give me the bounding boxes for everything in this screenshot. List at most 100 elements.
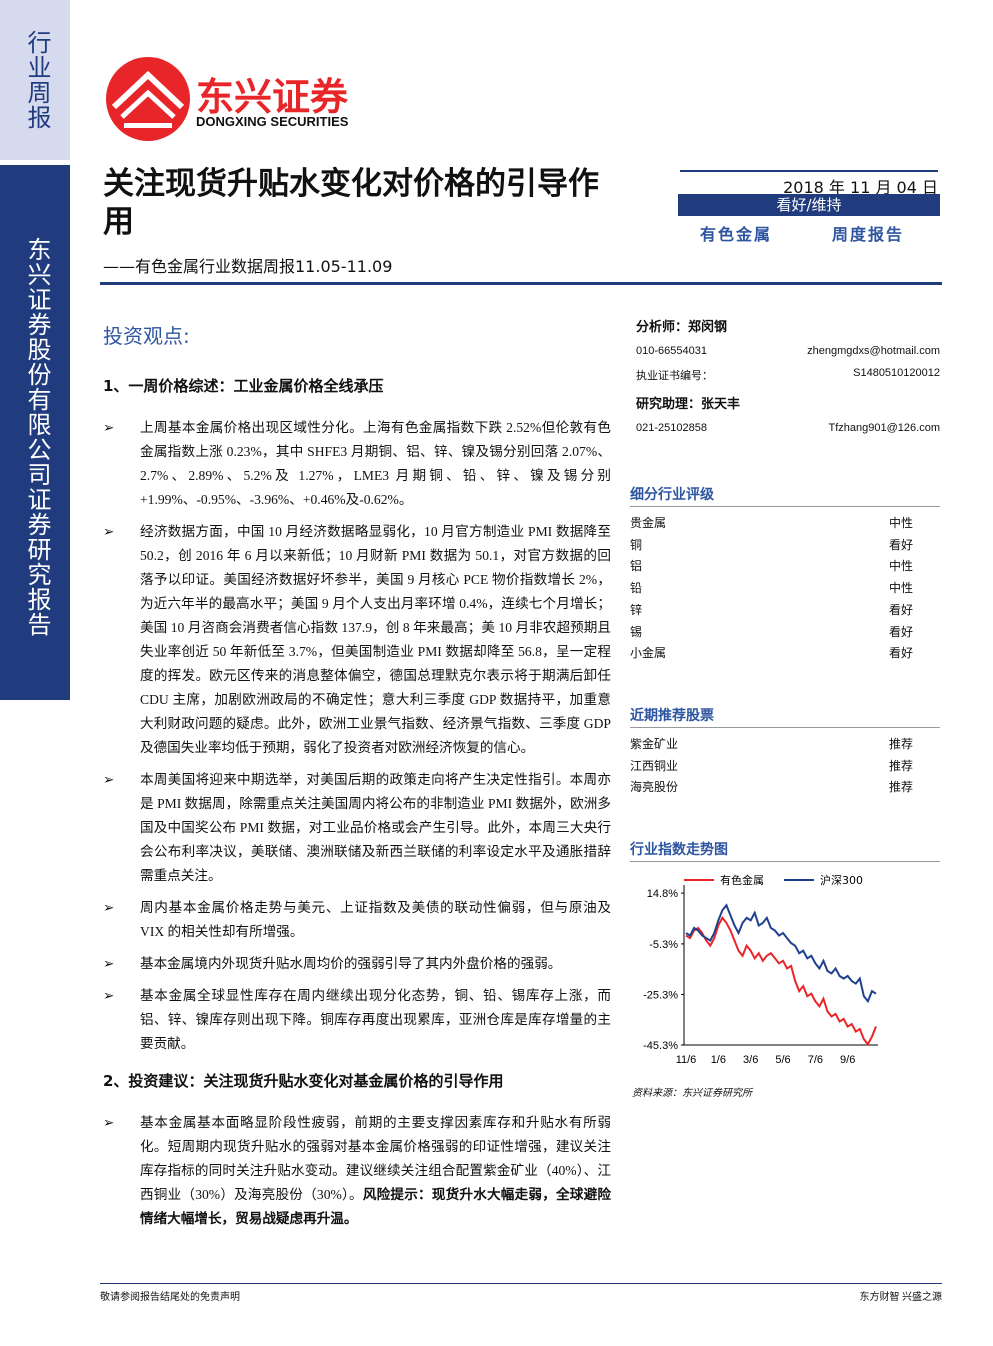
table-row: 小金属 看好	[630, 643, 940, 665]
section: 2、投资建议：关注现货升贴水变化对基金属价格的引导作用 ➢ 基本金属基本面略显阶段性…	[103, 1070, 611, 1231]
y-tick-label: 14.8%	[647, 888, 678, 900]
rating: 看好/维持	[678, 194, 940, 216]
row-label: 铝	[630, 559, 643, 574]
x-tick-label: 9/6	[840, 1054, 855, 1066]
report-title: 关注现货升贴水变化对价格的引导作用	[103, 166, 599, 240]
side-column: 分析师：郑闵钢 010-66554031 zhengmgdxs@hotmail.co…	[630, 316, 940, 868]
logo-english: DONGXING SECURITIES	[196, 114, 349, 129]
phone: 021-25102858	[636, 422, 707, 434]
row-label: 铜	[630, 537, 643, 552]
bullet: ➢ 上周基本金属价格出现区域性分化。上海有色金属指数下跌 2.52%但伦敦有色金属…	[103, 416, 611, 512]
table-row: 锌 看好	[630, 600, 940, 622]
analyst-name: 分析师：郑闵钢	[636, 320, 728, 335]
bullet-marker: ➢	[103, 420, 115, 435]
report-date: 2018 年 11 月 04 日	[680, 170, 938, 198]
table-row: 铜 看好	[630, 535, 940, 557]
bullet-text: 周内基本金属价格走势与美元、上证指数及美债的联动性偏弱，但与原油及 VIX 的相…	[140, 900, 611, 939]
row-label: 小金属	[630, 646, 667, 661]
row-label: 锡	[630, 624, 643, 639]
bullet: ➢ 基本金属境内外现货升贴水周均价的强弱引导了其内外盘价格的强弱。	[103, 952, 611, 976]
slogan: 东方财智 兴盛之源	[859, 1292, 943, 1303]
bullet-marker: ➢	[103, 524, 115, 539]
report-type: 周度报告	[832, 225, 905, 244]
report-kind: 行业周报	[23, 30, 51, 130]
sector: 有色金属	[700, 225, 773, 244]
bullet: ➢ 基本金属全球显性库存在周内继续出现分化态势，铜、铅、锡库存上涨，而铝、锌、镍库…	[103, 984, 611, 1056]
table-row: 锡 看好	[630, 622, 940, 644]
logo-name: 东兴证券	[196, 75, 349, 119]
row-label: 锌	[630, 602, 643, 617]
row-label: 贵金属	[630, 516, 667, 530]
phone: 010-66554031	[636, 345, 707, 357]
bullet-text: 基本金属基本面略显阶段性疲弱，前期的主要支撑因素库存和升贴水有所弱化。短周期内现…	[140, 1115, 611, 1202]
row-label: 海亮股份	[630, 780, 679, 795]
row-label: 江西铜业	[630, 758, 679, 773]
license-label: 执业证书编号：	[636, 370, 713, 382]
x-tick-label: 7/6	[808, 1054, 823, 1066]
company-note: 东兴证券股份有限公司证券研究报告	[23, 237, 51, 637]
row-value: 看好	[888, 624, 913, 639]
y-tick-label: -25.3%	[643, 989, 678, 1001]
row-value: 中性	[888, 581, 913, 596]
footer: 敬请参阅报告结尾处的免责声明 东方财智 兴盛之源	[100, 1283, 942, 1303]
logo-icon	[106, 57, 190, 141]
y-tick-label: -45.3%	[643, 1040, 678, 1052]
row-label: 紫金矿业	[630, 736, 679, 751]
row-value: 推荐	[888, 758, 913, 773]
bullet-marker: ➢	[103, 956, 115, 971]
sidebar-top: 行业周报	[0, 0, 70, 160]
bullet-text: 本周美国将迎来中期选举，对美国后期的政策走向将产生决定性指引。本周亦是 PMI …	[140, 772, 611, 883]
legend-label: 沪深300	[820, 873, 863, 887]
x-tick-label: 1/6	[711, 1054, 726, 1066]
x-tick-label: 3/6	[743, 1054, 758, 1066]
table-row: 紫金矿业 推荐	[630, 734, 940, 756]
section: 1、一周价格综述：工业金属价格全线承压 ➢ 上周基本金属价格出现区域性分化。上海有色…	[103, 375, 611, 1056]
subsection-heading: 1、一周价格综述：工业金属价格全线承压	[103, 377, 384, 395]
box-heading: 细分行业评级	[630, 484, 940, 507]
bullet-marker: ➢	[103, 900, 115, 915]
analyst-name: 研究助理：张天丰	[636, 397, 741, 412]
row-label: 铅	[630, 581, 643, 596]
row-value: 中性	[888, 516, 913, 530]
box-heading: 行业指数走势图	[630, 839, 940, 863]
divider	[100, 282, 942, 285]
row-value: 推荐	[888, 780, 913, 795]
bullet-text: 经济数据方面，中国 10 月经济数据略显弱化，10 月官方制造业 PMI 数据降…	[140, 524, 611, 755]
bullet: ➢ 经济数据方面，中国 10 月经济数据略显弱化，10 月官方制造业 PMI 数据…	[103, 520, 611, 760]
y-tick-label: -5.3%	[649, 939, 678, 951]
row-value: 看好	[888, 602, 913, 617]
bullet-marker: ➢	[103, 988, 115, 1003]
row-value: 看好	[888, 537, 913, 552]
legend-label: 有色金属	[720, 873, 764, 887]
series-line	[685, 903, 877, 1004]
bullet: ➢ 基本金属基本面略显阶段性疲弱，前期的主要支撑因素库存和升贴水有所弱化。短周期内…	[103, 1111, 611, 1231]
box-heading: 近期推荐股票	[630, 705, 940, 728]
x-tick-label: 5/6	[775, 1054, 790, 1066]
table-row: 铝 中性	[630, 556, 940, 578]
section-heading: 投资观点:	[103, 324, 190, 348]
report-subtitle: ——有色金属行业数据周报11.05-11.09	[103, 257, 393, 276]
table-row: 海亮股份 推荐	[630, 777, 940, 799]
bullet-text: 基本金属全球显性库存在周内继续出现分化态势，铜、铅、锡库存上涨，而铝、锌、镍库存…	[140, 988, 611, 1051]
license: S1480510120012	[853, 367, 940, 379]
contact-row: 021-25102858 Tfzhang901@126.com	[636, 422, 940, 434]
license-row: 执业证书编号： S1480510120012	[636, 367, 940, 383]
main-column: 投资观点: 1、一周价格综述：工业金属价格全线承压 ➢ 上周基本金属价格出现区域性分化…	[103, 320, 611, 1245]
table-row: 江西铜业 推荐	[630, 756, 940, 778]
row-value: 看好	[888, 646, 913, 661]
subsection-heading: 2、投资建议：关注现货升贴水变化对基金属价格的引导作用	[103, 1072, 504, 1090]
bullet: ➢ 本周美国将迎来中期选举，对美国后期的政策走向将产生决定性指引。本周亦是 PMI…	[103, 768, 611, 888]
disclaimer-note: 敬请参阅报告结尾处的免责声明	[100, 1292, 240, 1303]
chart-source: 资料来源：东兴证券研究所	[632, 1088, 752, 1099]
x-tick-label: 11/6	[676, 1054, 697, 1066]
table-row: 贵金属 中性	[630, 513, 940, 535]
bullet: ➢ 周内基本金属价格走势与美元、上证指数及美债的联动性偏弱，但与原油及 VIX 的…	[103, 896, 611, 944]
email: zhengmgdxs@hotmail.com	[807, 345, 940, 357]
sidebar-bottom: 东兴证券股份有限公司证券研究报告	[0, 165, 70, 700]
table-row: 铅 中性	[630, 578, 940, 600]
bullet-marker: ➢	[103, 772, 115, 787]
bullet-emphasis: 风险提示：现货升水大幅走弱，全球避险情绪大幅增长，贸易战疑虑再升温。	[140, 1187, 611, 1226]
email: Tfzhang901@126.com	[828, 422, 940, 434]
contact-row: 010-66554031 zhengmgdxs@hotmail.com	[636, 345, 940, 357]
